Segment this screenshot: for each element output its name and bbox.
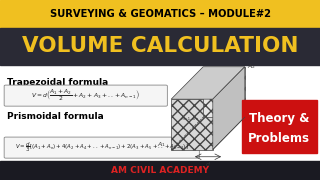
Text: $A_2$: $A_2$ xyxy=(247,62,256,71)
Bar xyxy=(242,100,317,153)
Text: Theory &: Theory & xyxy=(249,112,309,125)
Text: $V = \dfrac{d}{3}\left[(A_1+A_n)+4(A_2+A_4+..+A_{n-1})+2(A_3+A_5+..+A_{n-2})\rig: $V = \dfrac{d}{3}\left[(A_1+A_n)+4(A_2+A… xyxy=(15,141,188,154)
Text: $A_1$: $A_1$ xyxy=(157,140,166,149)
Text: Prismoidal formula: Prismoidal formula xyxy=(7,112,104,121)
Bar xyxy=(0,161,320,180)
Polygon shape xyxy=(171,99,213,150)
Text: AM CIVIL ACADEMY: AM CIVIL ACADEMY xyxy=(111,166,209,175)
Text: SURVEYING & GEOMATICS – MODULE#2: SURVEYING & GEOMATICS – MODULE#2 xyxy=(50,9,270,19)
FancyBboxPatch shape xyxy=(4,85,167,106)
Text: Trapezoidal formula: Trapezoidal formula xyxy=(7,78,108,87)
Polygon shape xyxy=(171,67,245,99)
Text: Problems: Problems xyxy=(248,132,310,145)
Polygon shape xyxy=(213,67,245,150)
Text: m=1-nm: m=1-nm xyxy=(181,117,199,121)
Text: $d$: $d$ xyxy=(205,160,211,168)
Bar xyxy=(0,0,320,28)
FancyBboxPatch shape xyxy=(4,137,199,158)
Text: VOLUME CALCULATION: VOLUME CALCULATION xyxy=(22,36,298,56)
Bar xyxy=(0,28,320,65)
Text: $V = d\left(\dfrac{A_1+A_2}{2}+A_2+A_3+..+A_{n-1}\right)$: $V = d\left(\dfrac{A_1+A_2}{2}+A_2+A_3+.… xyxy=(31,88,140,103)
Polygon shape xyxy=(203,67,245,117)
